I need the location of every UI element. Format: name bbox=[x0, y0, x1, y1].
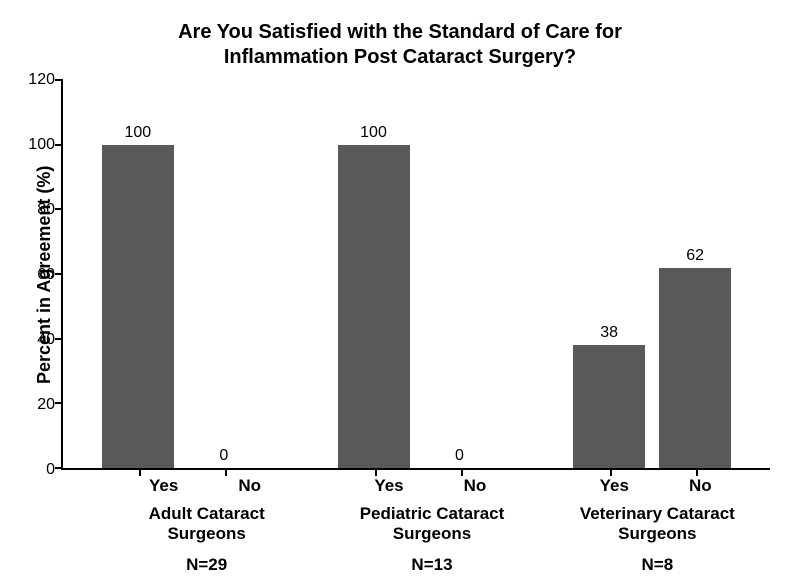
x-tick-label: No bbox=[439, 470, 511, 496]
chart-title: Are You Satisfied with the Standard of C… bbox=[30, 20, 770, 70]
y-tick-mark bbox=[55, 402, 63, 404]
group-label: Adult CataractSurgeons bbox=[94, 504, 319, 545]
bar-value-label: 38 bbox=[600, 325, 618, 341]
bar bbox=[338, 145, 410, 468]
y-tick-mark bbox=[55, 467, 63, 469]
x-tick-mark bbox=[375, 468, 377, 476]
n-label: N=13 bbox=[319, 555, 544, 575]
group-label: Pediatric CataractSurgeons bbox=[319, 504, 544, 545]
x-group-cell: YesNo bbox=[94, 470, 319, 496]
bar-group: 100 0 bbox=[63, 80, 299, 468]
bar bbox=[659, 268, 731, 468]
x-tick-mark bbox=[696, 468, 698, 476]
bar-wrap: 0 bbox=[188, 80, 260, 468]
chart-container: Are You Satisfied with the Standard of C… bbox=[0, 0, 800, 579]
bar-wrap: 100 bbox=[338, 80, 410, 468]
y-tick-mark bbox=[55, 79, 63, 81]
bar bbox=[102, 145, 174, 468]
plot-area: 100 0 100 0 38 62 bbox=[61, 80, 770, 470]
y-tick-mark bbox=[55, 273, 63, 275]
bar-wrap: 38 bbox=[573, 80, 645, 468]
bars-row: 100 0 100 0 38 62 bbox=[63, 80, 770, 468]
x-tick-mark bbox=[610, 468, 612, 476]
y-tick-mark bbox=[55, 208, 63, 210]
x-group-cell: Yes No bbox=[545, 470, 770, 496]
bar-value-label: 0 bbox=[219, 448, 228, 464]
bar-group: 100 0 bbox=[299, 80, 535, 468]
chart-title-line1: Are You Satisfied with the Standard of C… bbox=[178, 21, 622, 43]
y-tick-mark bbox=[55, 338, 63, 340]
plot-wrap: Percent in Agreement (%) 120100806040200… bbox=[30, 80, 770, 470]
n-label: N=8 bbox=[545, 555, 770, 575]
group-label: Veterinary CataractSurgeons bbox=[545, 504, 770, 545]
bar-wrap: 0 bbox=[424, 80, 496, 468]
bar-wrap: 62 bbox=[659, 80, 731, 468]
x-tick-mark bbox=[225, 468, 227, 476]
group-labels-row: Adult CataractSurgeonsPediatric Cataract… bbox=[94, 504, 770, 545]
x-group-cell: Yes No bbox=[319, 470, 544, 496]
bar-value-label: 0 bbox=[455, 448, 464, 464]
x-tick-label: Yes bbox=[353, 470, 425, 496]
bar-group: 38 62 bbox=[534, 80, 770, 468]
bar bbox=[573, 345, 645, 468]
x-tick-label: Yes bbox=[578, 470, 650, 496]
bar-wrap: 100 bbox=[102, 80, 174, 468]
x-tick-labels-row: YesNoYesNoYesNo bbox=[94, 470, 770, 496]
n-labels-row: N=29N=13N=8 bbox=[94, 555, 770, 575]
y-tick-mark bbox=[55, 144, 63, 146]
x-tick-mark bbox=[461, 468, 463, 476]
chart-title-line2: Inflammation Post Cataract Surgery? bbox=[224, 46, 576, 68]
bar-value-label: 100 bbox=[360, 125, 387, 141]
bar-value-label: 62 bbox=[686, 248, 704, 264]
bar-value-label: 100 bbox=[124, 125, 151, 141]
x-tick-mark bbox=[139, 468, 141, 476]
x-tick-label: No bbox=[664, 470, 736, 496]
n-label: N=29 bbox=[94, 555, 319, 575]
